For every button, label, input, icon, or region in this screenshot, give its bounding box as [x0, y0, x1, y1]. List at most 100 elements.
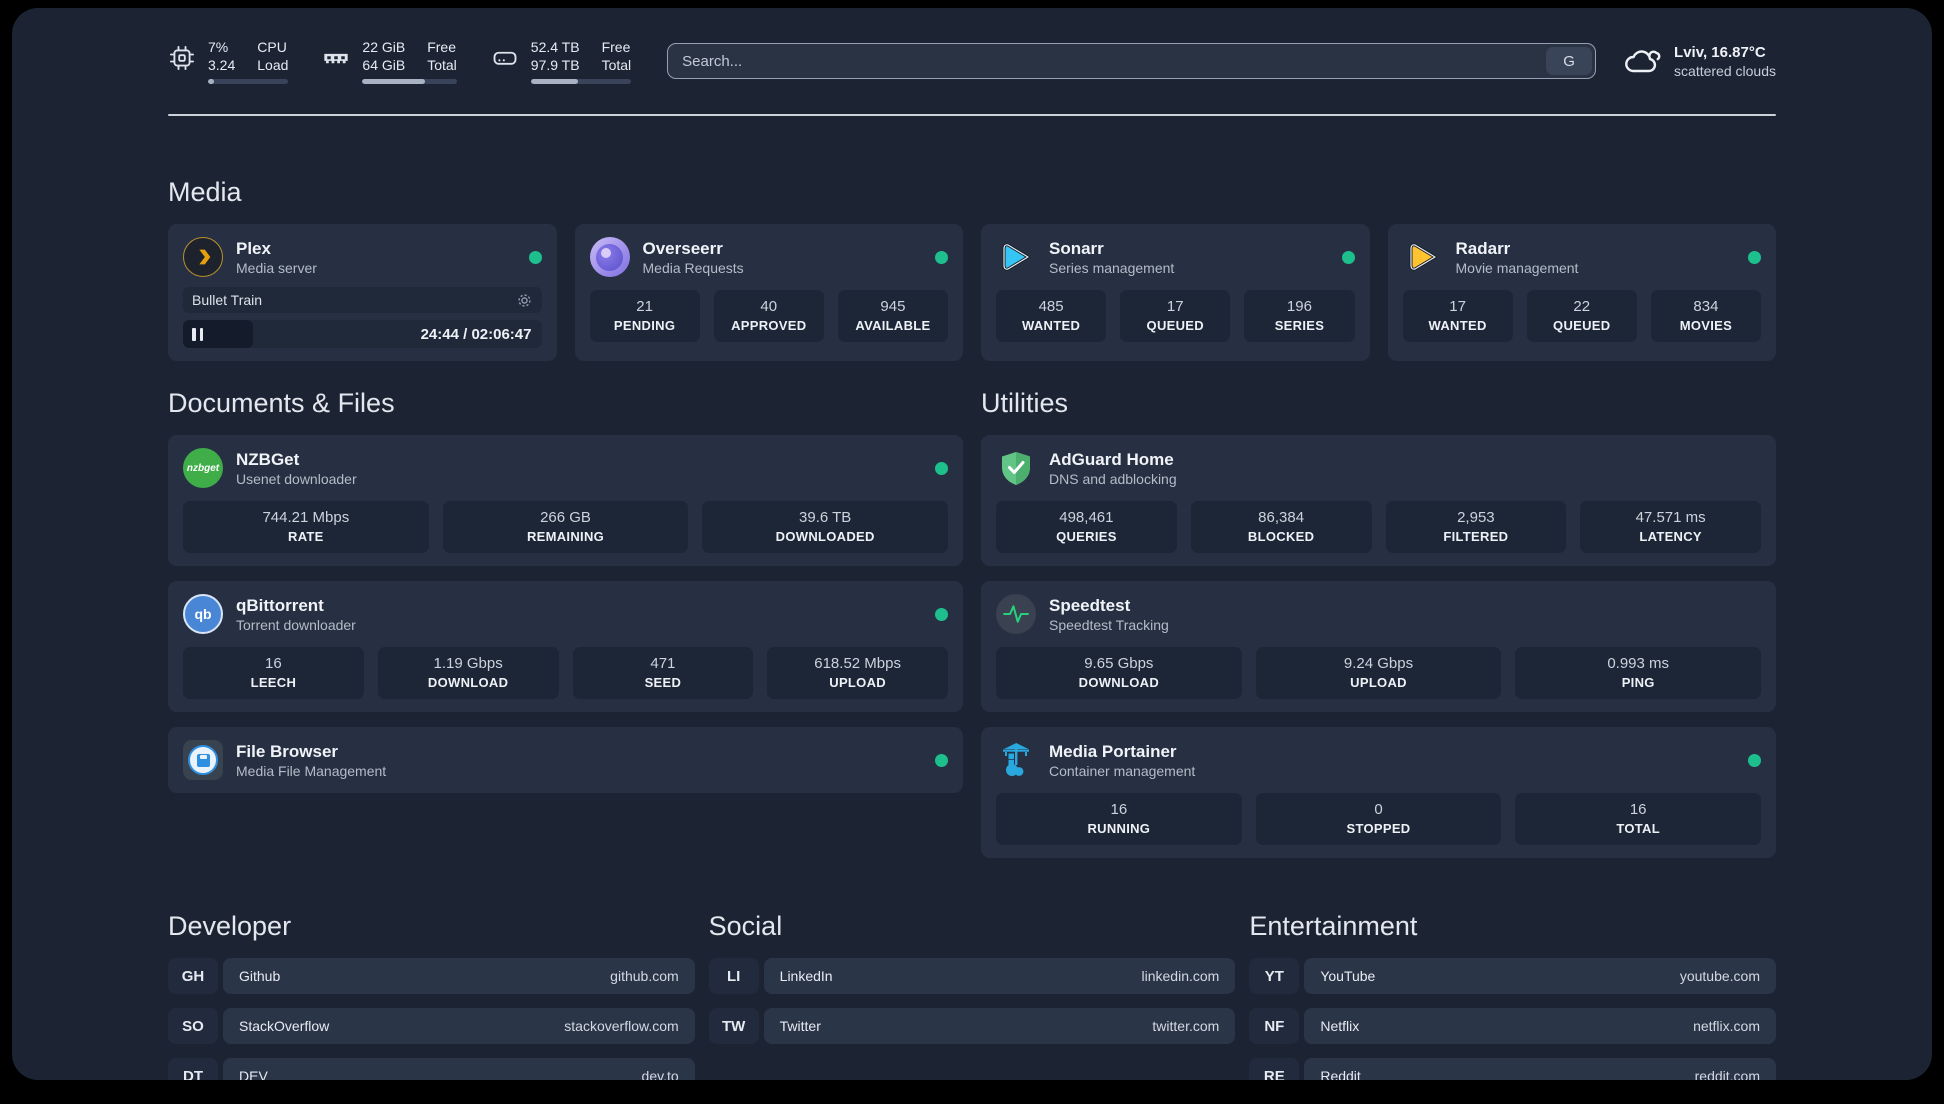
documents-column: Documents & Files nzbget NZBGet Usenet d… [168, 387, 963, 793]
now-playing-title: Bullet Train [192, 292, 263, 308]
link-netflix[interactable]: NF Netflix netflix.com [1249, 1008, 1776, 1044]
stat-tile: 17 QUEUED [1120, 290, 1231, 342]
nzbget-icon: nzbget [183, 448, 223, 488]
status-online-dot [1341, 250, 1355, 264]
linkedin-icon: LI [708, 958, 759, 994]
link-stackoverflow[interactable]: SO StackOverflow stackoverflow.com [168, 1008, 695, 1044]
disk-total: 97.9 TB [530, 57, 580, 73]
disk-widget: 52.4 TB 97.9 TB Free Total [491, 38, 632, 84]
app-card-filebrowser[interactable]: File Browser Media File Management [168, 727, 963, 793]
stat-tile: 266 GB REMAINING [442, 501, 689, 553]
link-github[interactable]: GH Github github.com [168, 958, 695, 994]
app-name: Speedtest [1049, 595, 1131, 615]
app-name: Media Portainer [1049, 741, 1177, 761]
app-card-plex[interactable]: Plex Media server Bullet Train [168, 224, 557, 361]
stat-tile: 0.993 ms PING [1515, 647, 1762, 699]
app-card-speedtest[interactable]: Speedtest Speedtest Tracking 9.65 Gbps D… [981, 581, 1776, 712]
stat-tile: 2,953 FILTERED [1385, 501, 1567, 553]
playback-time: 24:44 / 02:06:47 [420, 325, 532, 343]
app-desc: Media Requests [642, 259, 744, 276]
section-title-utilities: Utilities [981, 388, 1069, 418]
stat-tile: 485 WANTED [996, 290, 1107, 342]
disk-free: 52.4 TB [530, 39, 580, 55]
link-youtube[interactable]: YT YouTube youtube.com [1249, 958, 1776, 994]
app-name: Radarr [1455, 238, 1511, 258]
stat-tile: 16 LEECH [183, 647, 364, 699]
app-desc: Movie management [1455, 259, 1579, 276]
stat-tile: 9.65 Gbps DOWNLOAD [996, 647, 1242, 699]
app-card-sonarr[interactable]: Sonarr Series management 485 WANTED 17 Q… [981, 224, 1370, 361]
stackoverflow-icon: SO [168, 1008, 218, 1044]
speedtest-icon [996, 594, 1036, 634]
portainer-icon [996, 740, 1036, 780]
link-twitter[interactable]: TW Twitter twitter.com [708, 1008, 1236, 1044]
stat-tile: 39.6 TB DOWNLOADED [702, 501, 949, 553]
weather-widget[interactable]: Lviv, 16.87°C scattered clouds [1622, 43, 1776, 80]
weather-location: Lviv, 16.87°C [1674, 43, 1766, 61]
dashboard: 7% 3.24 CPU Load [12, 8, 1932, 1080]
ram-widget: 22 GiB 64 GiB Free Total [322, 38, 457, 84]
status-online-dot [935, 753, 948, 767]
cpu-icon [168, 44, 196, 72]
section-title-media: Media [168, 177, 242, 207]
ram-label-2: Total [427, 57, 457, 73]
github-icon: GH [168, 958, 218, 994]
stat-tile: 40 APPROVED [713, 290, 824, 342]
app-desc: Torrent downloader [236, 616, 356, 633]
stat-tile: 9.24 Gbps UPLOAD [1255, 647, 1502, 699]
sonarr-icon [996, 237, 1036, 277]
app-card-adguard[interactable]: AdGuard Home DNS and adblocking 498,461 … [981, 435, 1776, 566]
app-card-portainer[interactable]: Media Portainer Container management 16 … [981, 727, 1776, 858]
qbittorrent-icon: qb [183, 594, 223, 634]
link-reddit[interactable]: RE Reddit reddit.com [1249, 1058, 1776, 1080]
ram-icon [322, 44, 350, 72]
header-divider [168, 114, 1776, 116]
app-card-nzbget[interactable]: nzbget NZBGet Usenet downloader 744.21 M… [168, 435, 963, 566]
status-online-dot [1748, 250, 1761, 264]
app-desc: Media File Management [236, 762, 387, 779]
stat-tile: 17 WANTED [1402, 290, 1513, 342]
cpu-usage: 7% [208, 39, 229, 55]
stat-tile: 16 RUNNING [996, 793, 1242, 845]
search-bar: G [667, 43, 1597, 79]
disk-label-1: Free [601, 39, 631, 55]
search-engine-button[interactable]: G [1546, 47, 1593, 75]
app-card-overseerr[interactable]: Overseerr Media Requests 21 PENDING 40 A… [574, 224, 963, 361]
app-desc: Usenet downloader [236, 470, 357, 487]
top-bar: 7% 3.24 CPU Load [168, 38, 1776, 84]
utilities-column: Utilities AdGuard Home DNS and adblockin… [981, 387, 1776, 858]
section-title-entertainment: Entertainment [1249, 911, 1418, 941]
disk-icon [491, 44, 519, 72]
gear-icon[interactable] [516, 292, 533, 309]
app-name: Plex [236, 238, 271, 258]
ram-free: 22 GiB [362, 39, 406, 55]
ram-progress-bar [362, 79, 457, 84]
adguard-icon [996, 448, 1036, 488]
section-title-social: Social [708, 911, 783, 941]
app-name: Overseerr [642, 238, 723, 258]
playback-progress-bar[interactable]: 24:44 / 02:06:47 [183, 320, 542, 348]
app-desc: Series management [1049, 259, 1175, 276]
stat-tile: 86,384 BLOCKED [1190, 501, 1372, 553]
app-name: AdGuard Home [1049, 449, 1174, 469]
disk-progress-bar [530, 79, 632, 84]
youtube-icon: YT [1249, 958, 1300, 994]
app-card-qbittorrent[interactable]: qb qBittorrent Torrent downloader 16 LEE… [168, 581, 963, 712]
plex-now-playing: Bullet Train 24:44 / 02:06:47 [183, 287, 542, 348]
radarr-icon [1403, 237, 1443, 277]
link-linkedin[interactable]: LI LinkedIn linkedin.com [708, 958, 1236, 994]
disk-label-2: Total [601, 57, 632, 73]
overseerr-icon [589, 237, 630, 277]
stat-tile: 744.21 Mbps RATE [183, 501, 429, 553]
app-card-radarr[interactable]: Radarr Movie management 17 WANTED 22 QUE… [1387, 224, 1776, 361]
cpu-widget: 7% 3.24 CPU Load [168, 38, 289, 84]
stat-tile: 16 TOTAL [1515, 793, 1762, 845]
twitter-icon: TW [708, 1008, 759, 1044]
app-name: NZBGet [236, 449, 300, 469]
cpu-load: 3.24 [208, 57, 236, 73]
search-input[interactable] [668, 52, 1547, 70]
stat-tile: 0 STOPPED [1255, 793, 1502, 845]
link-dev[interactable]: DT DEV dev.to [168, 1058, 695, 1080]
cpu-label-1: CPU [257, 39, 287, 55]
pause-icon [192, 327, 203, 341]
